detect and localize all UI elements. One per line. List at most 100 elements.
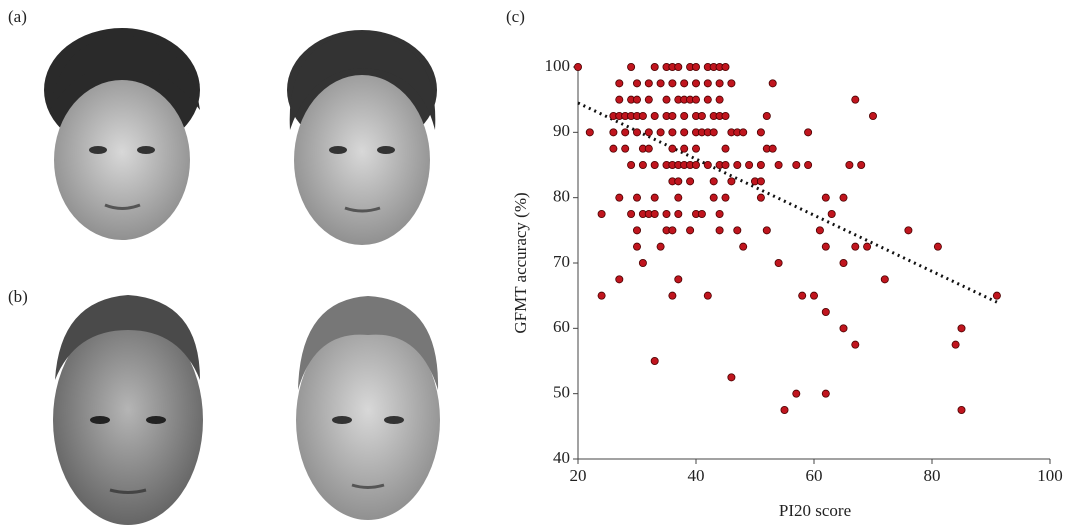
data-point [662, 209, 671, 218]
data-point [621, 128, 630, 137]
data-point [650, 209, 659, 218]
data-point [674, 275, 683, 284]
data-point [756, 160, 765, 169]
data-point [721, 63, 730, 72]
data-point [715, 79, 724, 88]
data-point [880, 275, 889, 284]
data-point [792, 160, 801, 169]
data-point [703, 95, 712, 104]
data-point [668, 144, 677, 153]
data-point [715, 226, 724, 235]
data-point [851, 242, 860, 251]
y-axis-label: GFMT accuracy (%) [511, 192, 530, 333]
data-point [851, 340, 860, 349]
data-point [692, 160, 701, 169]
data-point [680, 79, 689, 88]
data-point [674, 209, 683, 218]
data-point [644, 144, 653, 153]
data-point [662, 95, 671, 104]
data-point [821, 307, 830, 316]
data-point [992, 291, 1001, 300]
data-point [762, 226, 771, 235]
data-point [845, 160, 854, 169]
face-photo [287, 30, 437, 245]
data-point [715, 209, 724, 218]
data-point [703, 160, 712, 169]
data-point [692, 79, 701, 88]
data-point [768, 144, 777, 153]
data-point [727, 177, 736, 186]
data-point [650, 193, 659, 202]
data-point [668, 112, 677, 121]
data-point [721, 112, 730, 121]
data-point [768, 79, 777, 88]
data-point [762, 112, 771, 121]
x-tick-label: 100 [1037, 466, 1063, 485]
data-point [857, 160, 866, 169]
data-point [644, 79, 653, 88]
data-point [644, 95, 653, 104]
data-point [638, 160, 647, 169]
data-point [721, 144, 730, 153]
data-point [951, 340, 960, 349]
data-point [656, 79, 665, 88]
x-tick-label: 20 [570, 466, 587, 485]
data-point [721, 160, 730, 169]
data-point [650, 160, 659, 169]
data-point [709, 128, 718, 137]
data-point [656, 128, 665, 137]
data-point [739, 242, 748, 251]
face-photo [44, 28, 200, 240]
data-point [804, 160, 813, 169]
data-point [686, 177, 695, 186]
data-point [638, 112, 647, 121]
data-point [727, 79, 736, 88]
data-point [686, 226, 695, 235]
data-point [697, 112, 706, 121]
x-tick-label: 80 [924, 466, 941, 485]
data-point [821, 242, 830, 251]
data-point [721, 193, 730, 202]
data-point [904, 226, 913, 235]
data-point [851, 95, 860, 104]
data-point [668, 79, 677, 88]
face-photo [296, 296, 440, 520]
data-point [774, 160, 783, 169]
data-point [739, 128, 748, 137]
data-point [597, 209, 606, 218]
data-point [680, 112, 689, 121]
data-point [839, 324, 848, 333]
data-point [703, 79, 712, 88]
data-point [638, 258, 647, 267]
data-point [574, 63, 583, 72]
panel-label: (b) [8, 287, 28, 306]
x-axis-label: PI20 score [779, 501, 851, 520]
x-tick-label: 60 [806, 466, 823, 485]
data-point [680, 144, 689, 153]
data-point [692, 63, 701, 72]
data-point [839, 193, 848, 202]
data-point [633, 95, 642, 104]
data-point [780, 405, 789, 414]
data-point [703, 291, 712, 300]
data-point [650, 63, 659, 72]
data-point [656, 242, 665, 251]
data-point [644, 128, 653, 137]
data-point [756, 193, 765, 202]
data-point [627, 209, 636, 218]
y-tick-label: 70 [553, 252, 570, 271]
data-point [621, 144, 630, 153]
y-tick-label: 60 [553, 317, 570, 336]
data-point [792, 389, 801, 398]
data-point [627, 160, 636, 169]
panel-label: (a) [8, 7, 27, 26]
data-point [609, 144, 618, 153]
data-point [727, 373, 736, 382]
data-point [609, 128, 618, 137]
data-point [692, 95, 701, 104]
data-point [668, 128, 677, 137]
data-point [627, 63, 636, 72]
panel-label: (c) [506, 7, 525, 26]
data-point [697, 209, 706, 218]
